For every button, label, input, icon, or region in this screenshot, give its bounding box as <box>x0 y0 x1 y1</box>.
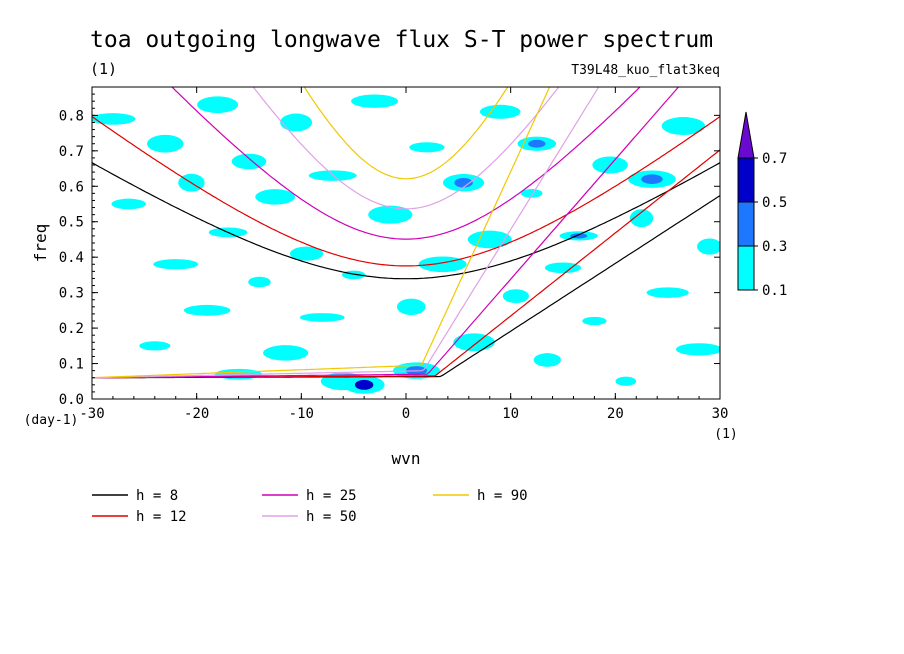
y-tick-label: 0.2 <box>59 321 84 337</box>
chart-title: toa outgoing longwave flux S-T power spe… <box>90 27 713 53</box>
dispersion-curve-kelvin <box>92 87 551 379</box>
spectrum-blob <box>255 189 296 205</box>
spectrum-blob-core <box>354 379 374 390</box>
spectrum-blob <box>615 376 637 386</box>
x-tick-label: -20 <box>184 406 209 422</box>
colorbar-label: 0.5 <box>762 195 787 211</box>
y-tick-label: 0.6 <box>59 179 84 195</box>
spectrum-blob-core <box>528 139 546 148</box>
y-tick-label: 0.1 <box>59 357 84 373</box>
y-tick-label: 0.8 <box>59 108 84 124</box>
x-tick-label: -10 <box>289 406 314 422</box>
spectrum-contours <box>92 94 720 394</box>
spectrum-blob <box>502 289 529 304</box>
spectrum-blob <box>533 353 561 367</box>
colorbar-label: 0.1 <box>762 283 787 299</box>
spectrum-blob <box>139 341 171 351</box>
colorbar-segment <box>737 157 755 203</box>
x-tick-label: 0 <box>402 406 410 422</box>
dispersion-curve-kelvin <box>92 87 680 379</box>
x-tick-label: 30 <box>712 406 729 422</box>
spectrum-blob <box>467 230 512 249</box>
spectrum-blob <box>453 333 495 352</box>
y-axis: 0.0 0.1 0.2 0.3 0.4 0.5 0.6 0.7 0.8 <box>59 93 720 408</box>
y-tick-label: 0.5 <box>59 215 84 231</box>
legend-label: h = 25 <box>306 488 357 504</box>
chart-subtitle-right: T39L48_kuo_flat3keq <box>571 63 720 78</box>
spectrum-blob <box>629 209 654 228</box>
x-tick-label: 20 <box>607 406 624 422</box>
dispersion-curve-ig <box>252 87 560 210</box>
colorbar-segment <box>737 201 755 247</box>
spectrum-blob <box>368 205 413 224</box>
y-tick-label: 0.4 <box>59 250 84 266</box>
spectrum-blob <box>280 113 313 132</box>
spectrum-blob <box>299 313 345 322</box>
colorbar-arrow <box>737 111 755 159</box>
x-axis: -30 -20 -10 0 10 20 30 <box>79 87 728 422</box>
spectrum-blob <box>675 343 720 356</box>
spectrum-blob <box>289 246 324 261</box>
spectrum-blob <box>646 287 689 298</box>
dispersion-curve-ig <box>303 87 509 180</box>
spectrum-blob <box>544 262 582 274</box>
colorbar-label: 0.3 <box>762 239 787 255</box>
spectrum-blob <box>197 96 239 114</box>
spectrum-blob <box>479 104 521 119</box>
dispersion-curve-ig <box>92 162 720 280</box>
x-tick-label: 10 <box>502 406 519 422</box>
colorbar: 0.1 0.3 0.5 0.7 <box>737 111 787 299</box>
y-axis-label: freq <box>31 224 50 263</box>
spectrum-blob <box>396 298 426 316</box>
y-unit-label: (day-1) <box>24 413 79 428</box>
legend-label: h = 8 <box>136 488 178 504</box>
spectrum-blob <box>351 94 399 108</box>
dispersion-curve-kelvin <box>92 195 720 379</box>
spectrum-blob <box>697 238 720 255</box>
y-tick-label: 0.0 <box>59 392 84 408</box>
x-unit-label: (1) <box>714 427 737 442</box>
colorbar-segment <box>737 245 755 291</box>
spectrum-blob <box>263 345 309 361</box>
spectrum-blob <box>248 276 271 288</box>
spectrum-blob <box>183 304 231 316</box>
dispersion-curve-kelvin <box>92 87 600 379</box>
y-tick-label: 0.7 <box>59 144 84 160</box>
spectrum-blob <box>582 316 607 326</box>
spectrum-blob <box>92 113 136 125</box>
legend: h = 8 h = 12 h = 25 h = 50 h = 90 <box>92 488 528 525</box>
plot-frame <box>91 86 721 400</box>
spectrum-blob <box>409 142 445 153</box>
chart-subtitle-left: (1) <box>90 60 117 78</box>
legend-label: h = 90 <box>477 488 528 504</box>
spectrum-blob <box>147 134 184 153</box>
spectrum-blob <box>231 153 267 170</box>
spectrum-blob <box>111 198 146 210</box>
dispersion-curve-ig <box>171 87 641 240</box>
dispersion-curves <box>92 87 720 379</box>
legend-label: h = 12 <box>136 509 187 525</box>
spectrum-blob <box>520 188 543 198</box>
dispersion-curve-ig <box>92 116 720 267</box>
colorbar-label: 0.7 <box>762 151 787 167</box>
x-tick-label: -30 <box>79 406 104 422</box>
spectrum-blob <box>153 259 199 270</box>
y-tick-label: 0.3 <box>59 286 84 302</box>
x-axis-label: wvn <box>392 449 421 468</box>
spectrum-blob <box>661 117 706 135</box>
spectrum-blob-core <box>641 174 663 184</box>
spectrum-blob-core <box>454 177 473 188</box>
legend-label: h = 50 <box>306 509 357 525</box>
